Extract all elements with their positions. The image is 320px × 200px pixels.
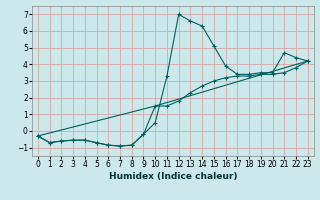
X-axis label: Humidex (Indice chaleur): Humidex (Indice chaleur) [108, 172, 237, 181]
